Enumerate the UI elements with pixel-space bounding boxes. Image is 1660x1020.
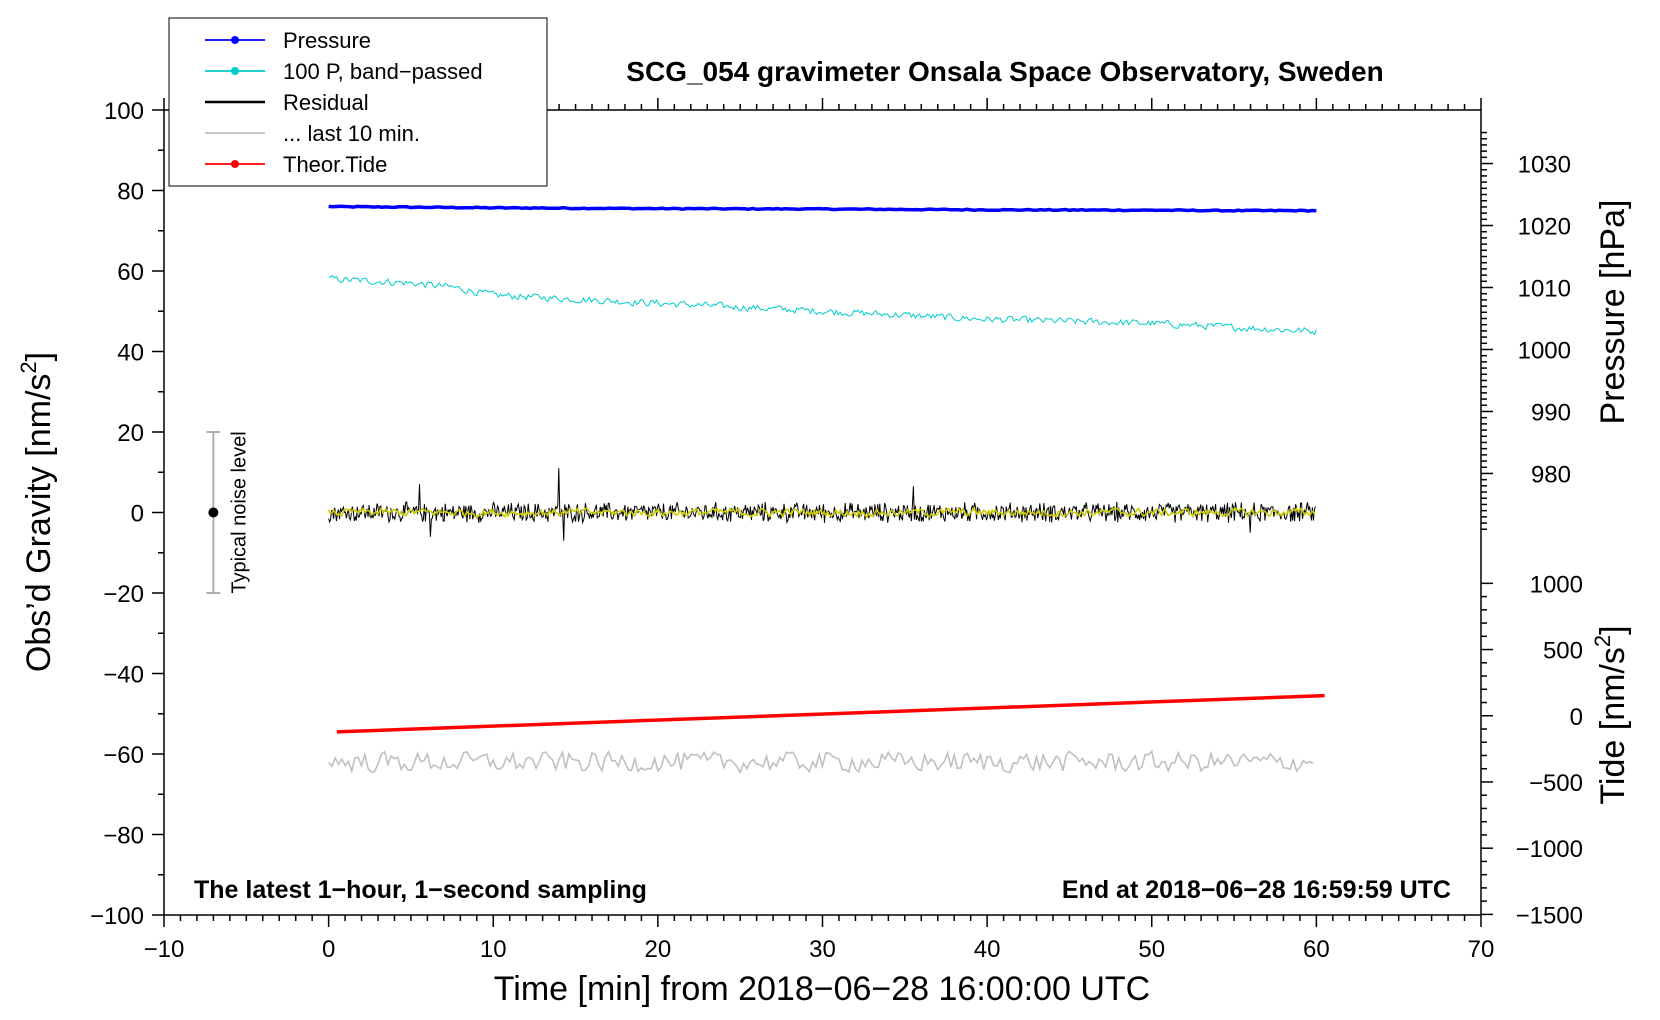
y-axis-ticks: −100 −80 −60 −40 −20 0 20 40 60 80 100 — [90, 98, 164, 930]
y-axis-label-sup: 2 — [16, 361, 41, 373]
y-tick-label: 60 — [117, 259, 144, 286]
legend-label: 100 P, band−passed — [283, 59, 483, 84]
tide-tick-label: 1000 — [1530, 571, 1583, 598]
pressure-axis-ticks: 980 990 1000 1010 1020 1030 — [1481, 131, 1571, 530]
legend-swatch-dot — [231, 36, 239, 44]
pressure-tick-label: 980 — [1531, 461, 1571, 488]
x-tick-label: 30 — [809, 936, 836, 963]
tide-axis-label-close: ] — [1594, 625, 1632, 634]
legend-label: ... last 10 min. — [283, 121, 420, 146]
y-tick-label: 20 — [117, 420, 144, 447]
pressure-tick-label: 990 — [1531, 399, 1571, 426]
pressure-axis-label: Pressure [hPa] — [1594, 200, 1632, 425]
pressure-tick-label: 1010 — [1518, 276, 1571, 303]
x-tick-label: 70 — [1468, 936, 1495, 963]
y-axis-label: Obs’d Gravity [nm/s2] — [16, 352, 58, 672]
y-tick-label: −20 — [103, 581, 144, 608]
series-bandpassed-line — [328, 275, 1317, 336]
pressure-tick-label: 1020 — [1518, 214, 1571, 241]
y-tick-label: −100 — [90, 903, 144, 930]
series-pressure-line — [328, 204, 1317, 213]
tide-axis-label-sup: 2 — [1590, 635, 1615, 647]
x-axis-ticks: −10 0 10 20 30 40 50 60 70 — [144, 98, 1495, 963]
tide-tick-label: −1500 — [1516, 902, 1583, 929]
series-last10-line — [328, 749, 1314, 775]
tide-tick-label: 500 — [1543, 638, 1583, 665]
y-tick-label: 100 — [104, 98, 144, 125]
legend: Pressure 100 P, band−passed Residual ... la… — [168, 17, 548, 187]
x-tick-label: 10 — [480, 936, 507, 963]
tide-axis-label: Tide [nm/s2] — [1590, 625, 1632, 804]
y-axis-label-close: ] — [20, 352, 58, 361]
annotation-left: The latest 1−hour, 1−second sampling — [194, 876, 647, 904]
noise-bar-center-dot — [208, 507, 219, 518]
chart-title: SCG_054 gravimeter Onsala Space Observat… — [626, 56, 1383, 87]
series-residual-line — [328, 468, 1316, 541]
annotation-right: End at 2018−06−28 16:59:59 UTC — [1062, 876, 1451, 904]
x-axis-label: Time [min] from 2018−06−28 16:00:00 UTC — [494, 970, 1150, 1008]
y-tick-label: −60 — [103, 742, 144, 769]
x-tick-label: −10 — [144, 936, 185, 963]
y-tick-label: −80 — [103, 823, 144, 850]
x-tick-label: 0 — [322, 936, 335, 963]
legend-swatch-dot — [231, 67, 239, 75]
pressure-tick-label: 1030 — [1518, 152, 1571, 179]
legend-swatch-dot — [231, 160, 239, 168]
y-tick-label: −40 — [103, 662, 144, 689]
y-tick-label: 40 — [117, 340, 144, 367]
legend-label: Residual — [283, 90, 369, 115]
tide-tick-label: −500 — [1529, 770, 1583, 797]
y-axis-label-main: Obs’d Gravity [nm/s — [20, 374, 58, 673]
pressure-tick-label: 1000 — [1518, 337, 1571, 364]
tide-axis-label-main: Tide [nm/s — [1594, 647, 1632, 804]
legend-entries: Pressure 100 P, band−passed Residual ... la… — [205, 28, 483, 177]
x-tick-label: 20 — [645, 936, 672, 963]
noise-bar: Typical noise level — [206, 431, 250, 594]
tide-axis-ticks: −1500 −1000 −500 0 500 1000 — [1481, 571, 1583, 929]
series-tide-line — [336, 693, 1325, 734]
tide-tick-label: −1000 — [1516, 836, 1583, 863]
series-residual-smoothed-line — [327, 506, 1316, 519]
x-tick-label: 40 — [974, 936, 1001, 963]
y-tick-label: 80 — [117, 179, 144, 206]
legend-label: Pressure — [283, 28, 371, 53]
x-tick-label: 50 — [1138, 936, 1165, 963]
y-tick-label: 0 — [131, 501, 144, 528]
legend-label: Theor.Tide — [283, 152, 387, 177]
series-group — [327, 204, 1325, 775]
tide-tick-label: 0 — [1570, 704, 1583, 731]
x-tick-label: 60 — [1303, 936, 1330, 963]
noise-bar-label: Typical noise level — [228, 431, 250, 593]
